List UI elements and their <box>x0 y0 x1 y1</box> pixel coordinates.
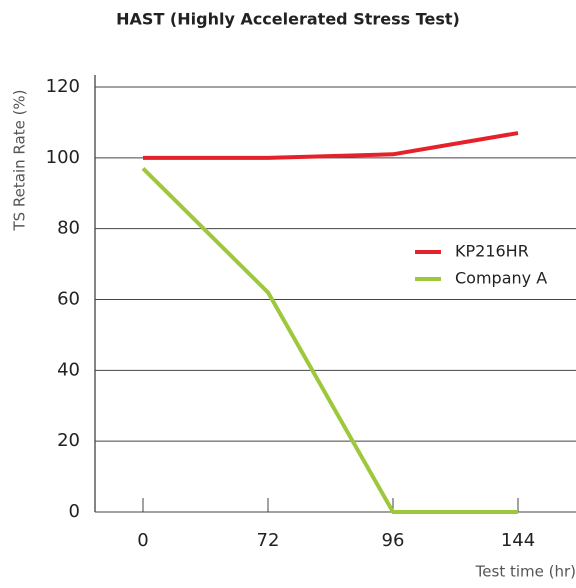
series-line <box>143 131 519 160</box>
x-tick-label: 72 <box>257 530 280 551</box>
x-axis-label: Test time (hr) <box>475 563 576 581</box>
y-tick-label: 120 <box>46 76 80 97</box>
y-tick-label: 100 <box>46 147 80 168</box>
x-tick-label: 0 <box>137 530 148 551</box>
y-tick-label: 20 <box>57 430 80 451</box>
x-tick-label: 96 <box>382 530 405 551</box>
y-axis-label: TS Retain Rate (%) <box>11 89 29 231</box>
legend-label: KP216HR <box>455 242 529 261</box>
series-line <box>141 167 518 514</box>
x-tick-label: 144 <box>501 530 535 551</box>
chart-title: HAST (Highly Accelerated Stress Test) <box>116 10 460 29</box>
y-tick-label: 80 <box>57 218 80 239</box>
y-tick-label: 0 <box>69 501 80 522</box>
legend-label: Company A <box>455 269 547 288</box>
y-tick-label: 40 <box>57 359 80 380</box>
y-tick-label: 60 <box>57 289 80 310</box>
